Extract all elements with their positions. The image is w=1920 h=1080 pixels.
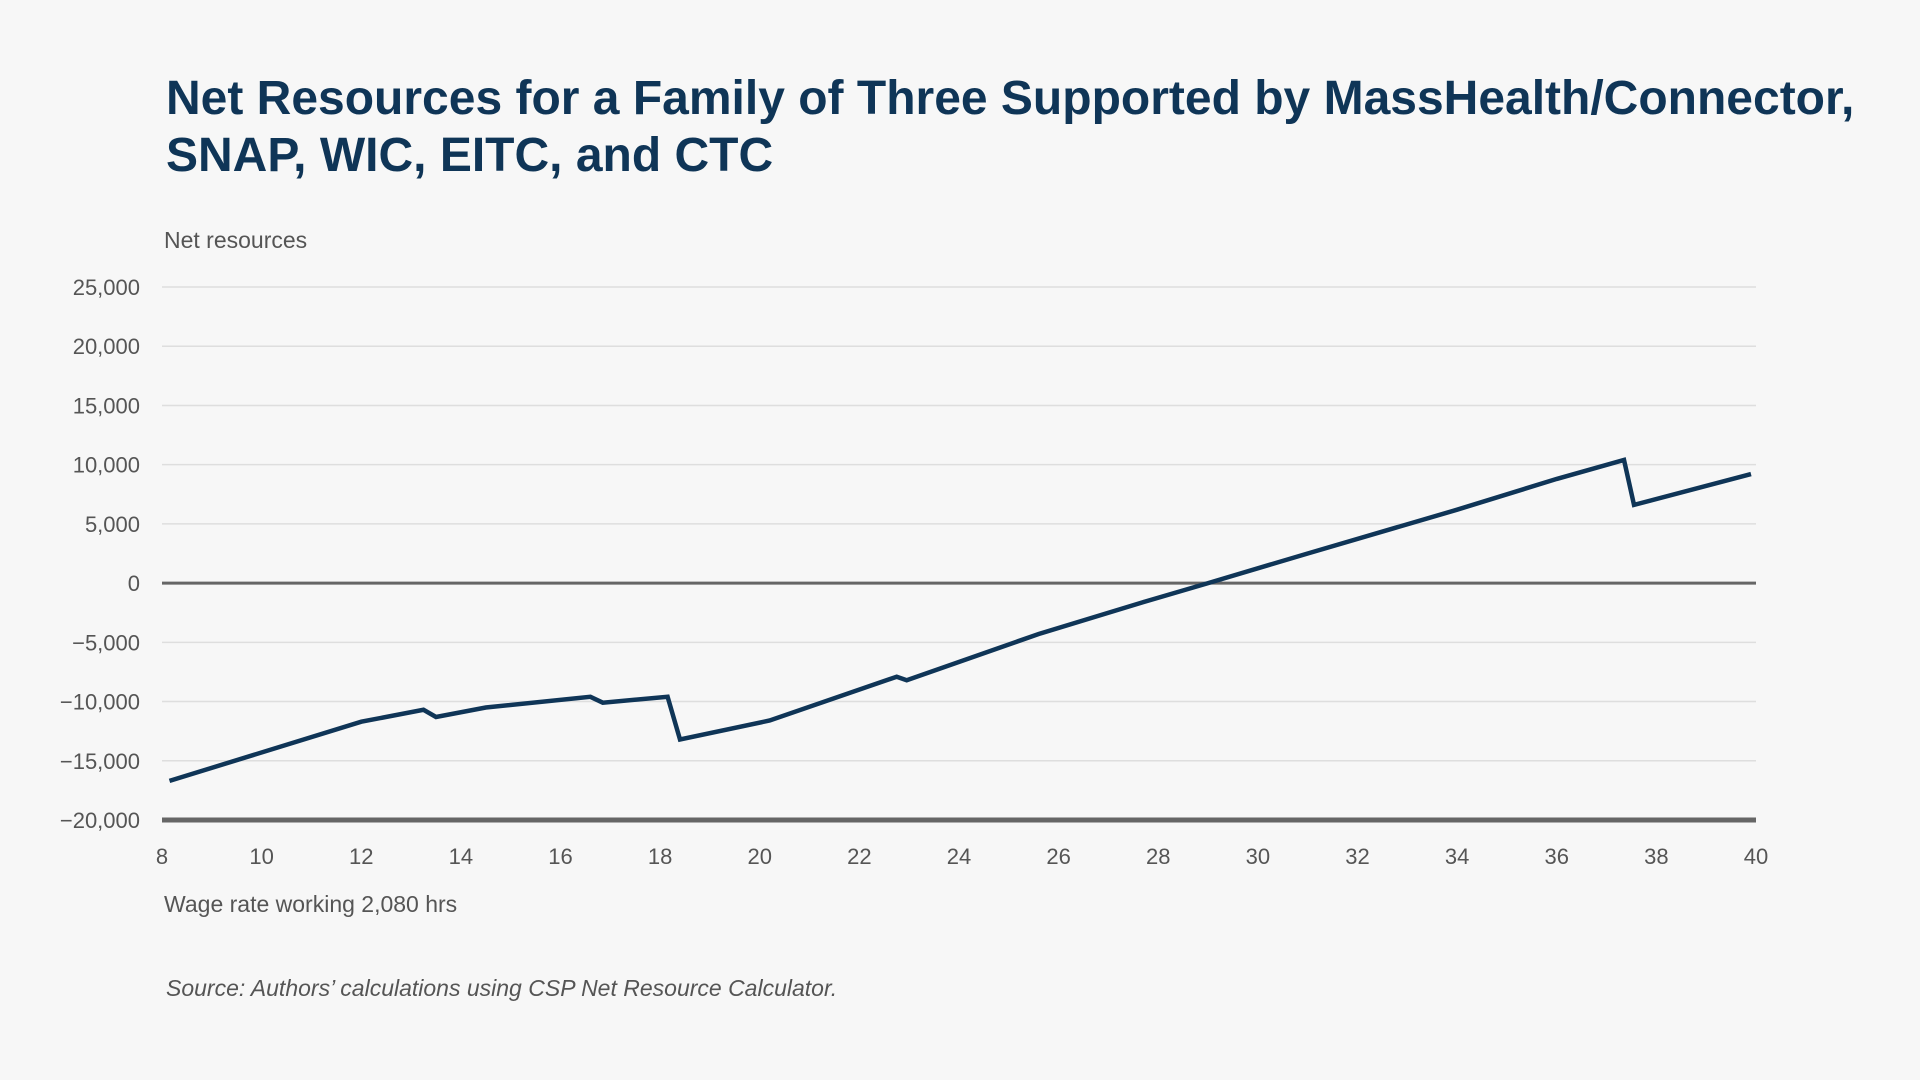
y-tick-label: 15,000	[73, 393, 140, 418]
x-tick-label: 30	[1246, 844, 1270, 869]
x-tick-label: 32	[1345, 844, 1369, 869]
series-layer	[168, 457, 1752, 784]
y-tick-label: −15,000	[60, 749, 140, 774]
x-axis-title: Wage rate working 2,080 hrs	[164, 891, 458, 917]
y-tick-label: 10,000	[73, 453, 140, 478]
axis-lines	[162, 581, 1756, 823]
x-tick-label: 38	[1644, 844, 1668, 869]
y-tick-label: 0	[128, 571, 140, 596]
y-tick-label: 25,000	[73, 275, 140, 300]
y-tick-label: −10,000	[60, 690, 140, 715]
y-tick-label: −20,000	[60, 808, 140, 833]
x-tick-label: 18	[648, 844, 672, 869]
series-line	[168, 457, 1752, 784]
y-axis-ticks: 25,000 20,000 15,000 10,000 5,000 0 −5,000 −10,…	[60, 275, 140, 833]
x-tick-label: 8	[156, 844, 168, 869]
y-tick-label: 20,000	[73, 334, 140, 359]
x-tick-label: 26	[1046, 844, 1070, 869]
x-tick-label: 20	[748, 844, 772, 869]
x-tick-label: 24	[947, 844, 971, 869]
x-tick-label: 14	[449, 844, 473, 869]
x-tick-label: 28	[1146, 844, 1170, 869]
x-tick-label: 36	[1545, 844, 1569, 869]
y-tick-label: −5,000	[72, 630, 140, 655]
x-tick-label: 34	[1445, 844, 1469, 869]
chart-title: Net Resources for a Family of Three Supp…	[166, 72, 1855, 182]
y-axis-title: Net resources	[164, 227, 308, 253]
x-tick-label: 12	[349, 844, 373, 869]
source-note: Source: Authors’ calculations using CSP …	[166, 975, 838, 1001]
x-tick-label: 40	[1744, 844, 1768, 869]
x-tick-label: 16	[548, 844, 572, 869]
x-tick-label: 22	[847, 844, 871, 869]
x-axis-ticks: 8 10 12 14 16 18 20 22 24 26 28 30 32 34 36 38 40	[156, 844, 1768, 869]
y-tick-label: 5,000	[85, 512, 140, 537]
gridlines	[162, 286, 1756, 762]
x-tick-label: 10	[249, 844, 273, 869]
